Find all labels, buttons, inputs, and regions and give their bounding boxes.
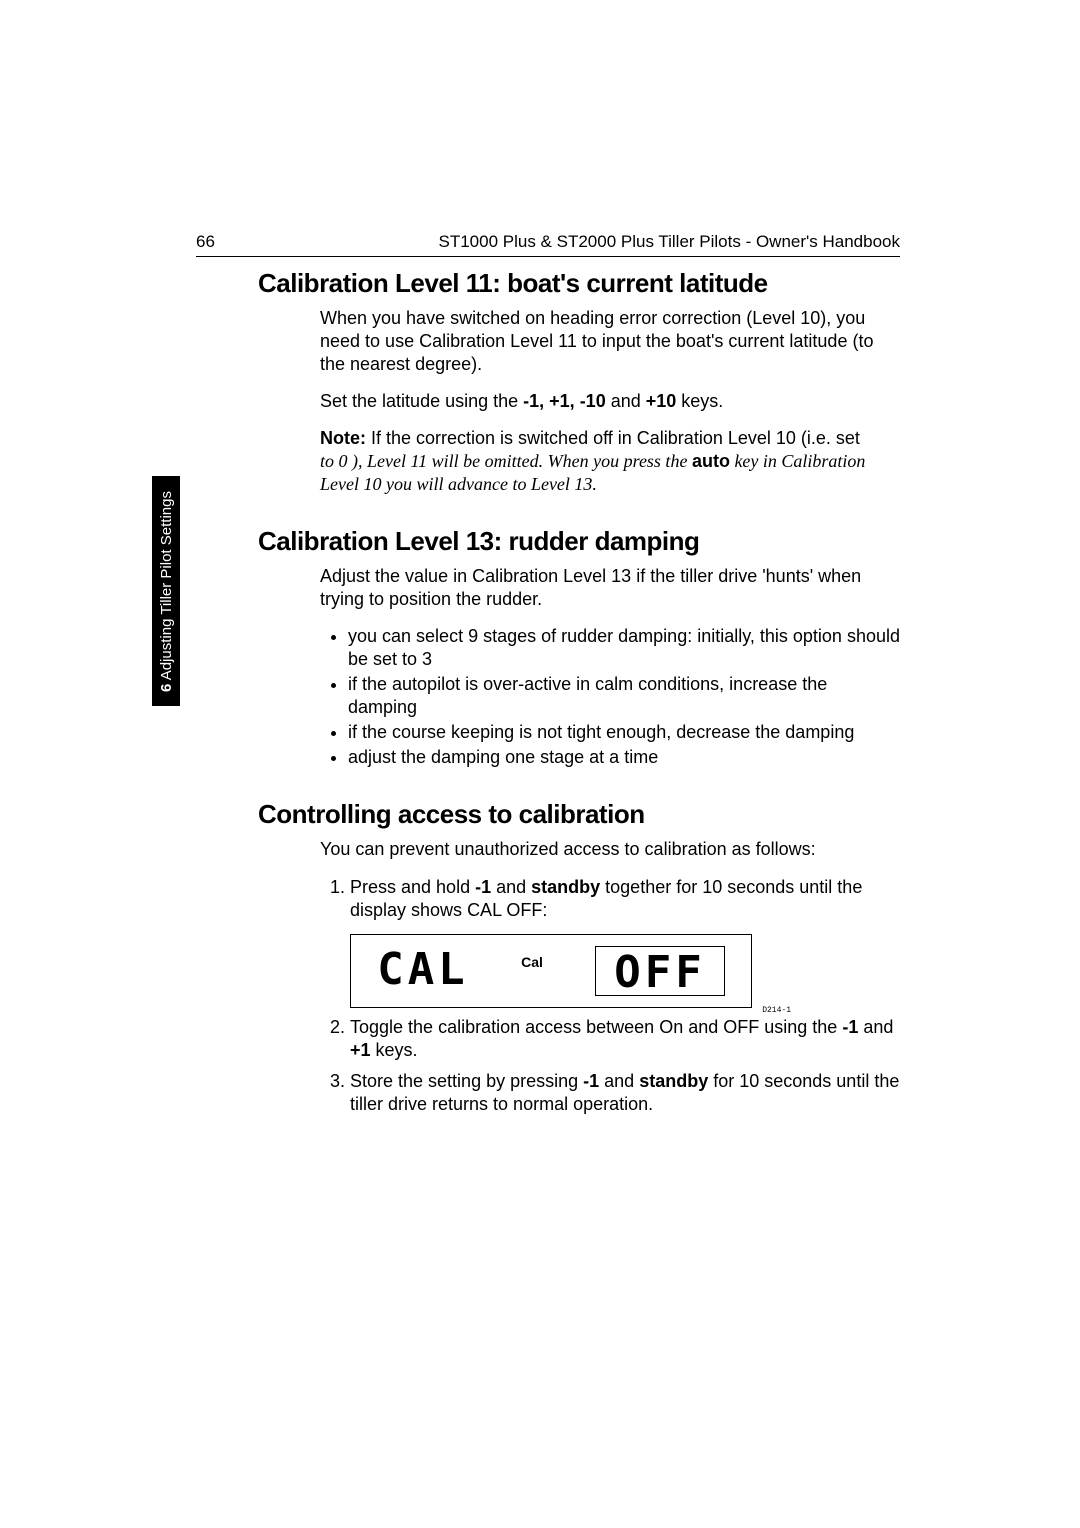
list-item: you can select 9 stages of rudder dampin… [348, 625, 900, 671]
key: standby [531, 877, 600, 897]
text: and [491, 877, 531, 897]
page-number: 66 [196, 232, 215, 252]
key: -1 [842, 1017, 858, 1037]
section1-p2: Set the latitude using the -1, +1, -10 a… [320, 390, 900, 413]
note-label: Note: [320, 428, 366, 448]
text: If the correction is switched off in Cal… [366, 428, 860, 448]
side-tab: 6 Adjusting Tiller Pilot Settings [152, 476, 180, 706]
step-3: Store the setting by pressing -1 and sta… [350, 1070, 900, 1116]
section1-title: Calibration Level 11: boat's current lat… [258, 268, 900, 299]
list-item: adjust the damping one stage at a time [348, 746, 900, 769]
section1-body: When you have switched on heading error … [320, 307, 900, 496]
lcd-right-box: OFF [595, 946, 724, 996]
header-title: ST1000 Plus & ST2000 Plus Tiller Pilots … [438, 232, 900, 252]
side-tab-label: 6 Adjusting Tiller Pilot Settings [158, 491, 175, 692]
lcd-figure: CAL Cal OFF D214-1 [350, 934, 752, 1008]
step-2: Toggle the calibration access between On… [350, 1016, 900, 1062]
side-tab-chapter: 6 [158, 683, 175, 691]
text: : [542, 900, 547, 920]
text: and [606, 391, 646, 411]
section1-note: Note: If the correction is switched off … [320, 427, 900, 496]
keys: -1, +1, -10 [523, 391, 606, 411]
section3-p1: You can prevent unauthorized access to c… [320, 838, 900, 861]
content: Calibration Level 11: boat's current lat… [220, 268, 900, 1116]
section3-title: Controlling access to calibration [258, 799, 900, 830]
key: -1 [583, 1071, 599, 1091]
lcd-cal-label: Cal [521, 954, 543, 972]
list-item: if the autopilot is over-active in calm … [348, 673, 900, 719]
text: Press and hold [350, 877, 475, 897]
section2-title: Calibration Level 13: rudder damping [258, 526, 900, 557]
running-head: 66 ST1000 Plus & ST2000 Plus Tiller Pilo… [196, 232, 900, 257]
text: and [683, 1017, 723, 1037]
key: auto [692, 451, 730, 471]
section2-body: Adjust the value in Calibration Level 13… [320, 565, 900, 769]
text: Store the setting by pressing [350, 1071, 583, 1091]
section2-list: you can select 9 stages of rudder dampin… [320, 625, 900, 769]
value: On [659, 1017, 683, 1037]
page: 66 ST1000 Plus & ST2000 Plus Tiller Pilo… [0, 0, 1080, 1528]
value: CAL OFF [467, 900, 542, 920]
text: to 0 ), Level 11 will be omitted. When y… [320, 451, 692, 471]
section3-body: You can prevent unauthorized access to c… [320, 838, 900, 1115]
text: Set the latitude using the [320, 391, 523, 411]
text: keys. [371, 1040, 418, 1060]
key: +10 [646, 391, 677, 411]
key: +1 [350, 1040, 371, 1060]
step-1: Press and hold -1 and standby together f… [350, 876, 900, 1008]
text: Toggle the calibration access between [350, 1017, 659, 1037]
section3-steps: Press and hold -1 and standby together f… [320, 876, 900, 1116]
section2-p1: Adjust the value in Calibration Level 13… [320, 565, 900, 611]
key: -1 [475, 877, 491, 897]
text: using the [759, 1017, 842, 1037]
side-tab-text: Adjusting Tiller Pilot Settings [158, 491, 175, 680]
key: standby [639, 1071, 708, 1091]
text: and [599, 1071, 639, 1091]
lcd-right: OFF [614, 947, 705, 998]
section1-p1: When you have switched on heading error … [320, 307, 900, 376]
lcd-left: CAL [377, 942, 468, 998]
figure-ref: D214-1 [762, 1006, 791, 1016]
value: OFF [723, 1017, 759, 1037]
list-item: if the course keeping is not tight enoug… [348, 721, 900, 744]
text: and [858, 1017, 893, 1037]
text: keys. [676, 391, 723, 411]
